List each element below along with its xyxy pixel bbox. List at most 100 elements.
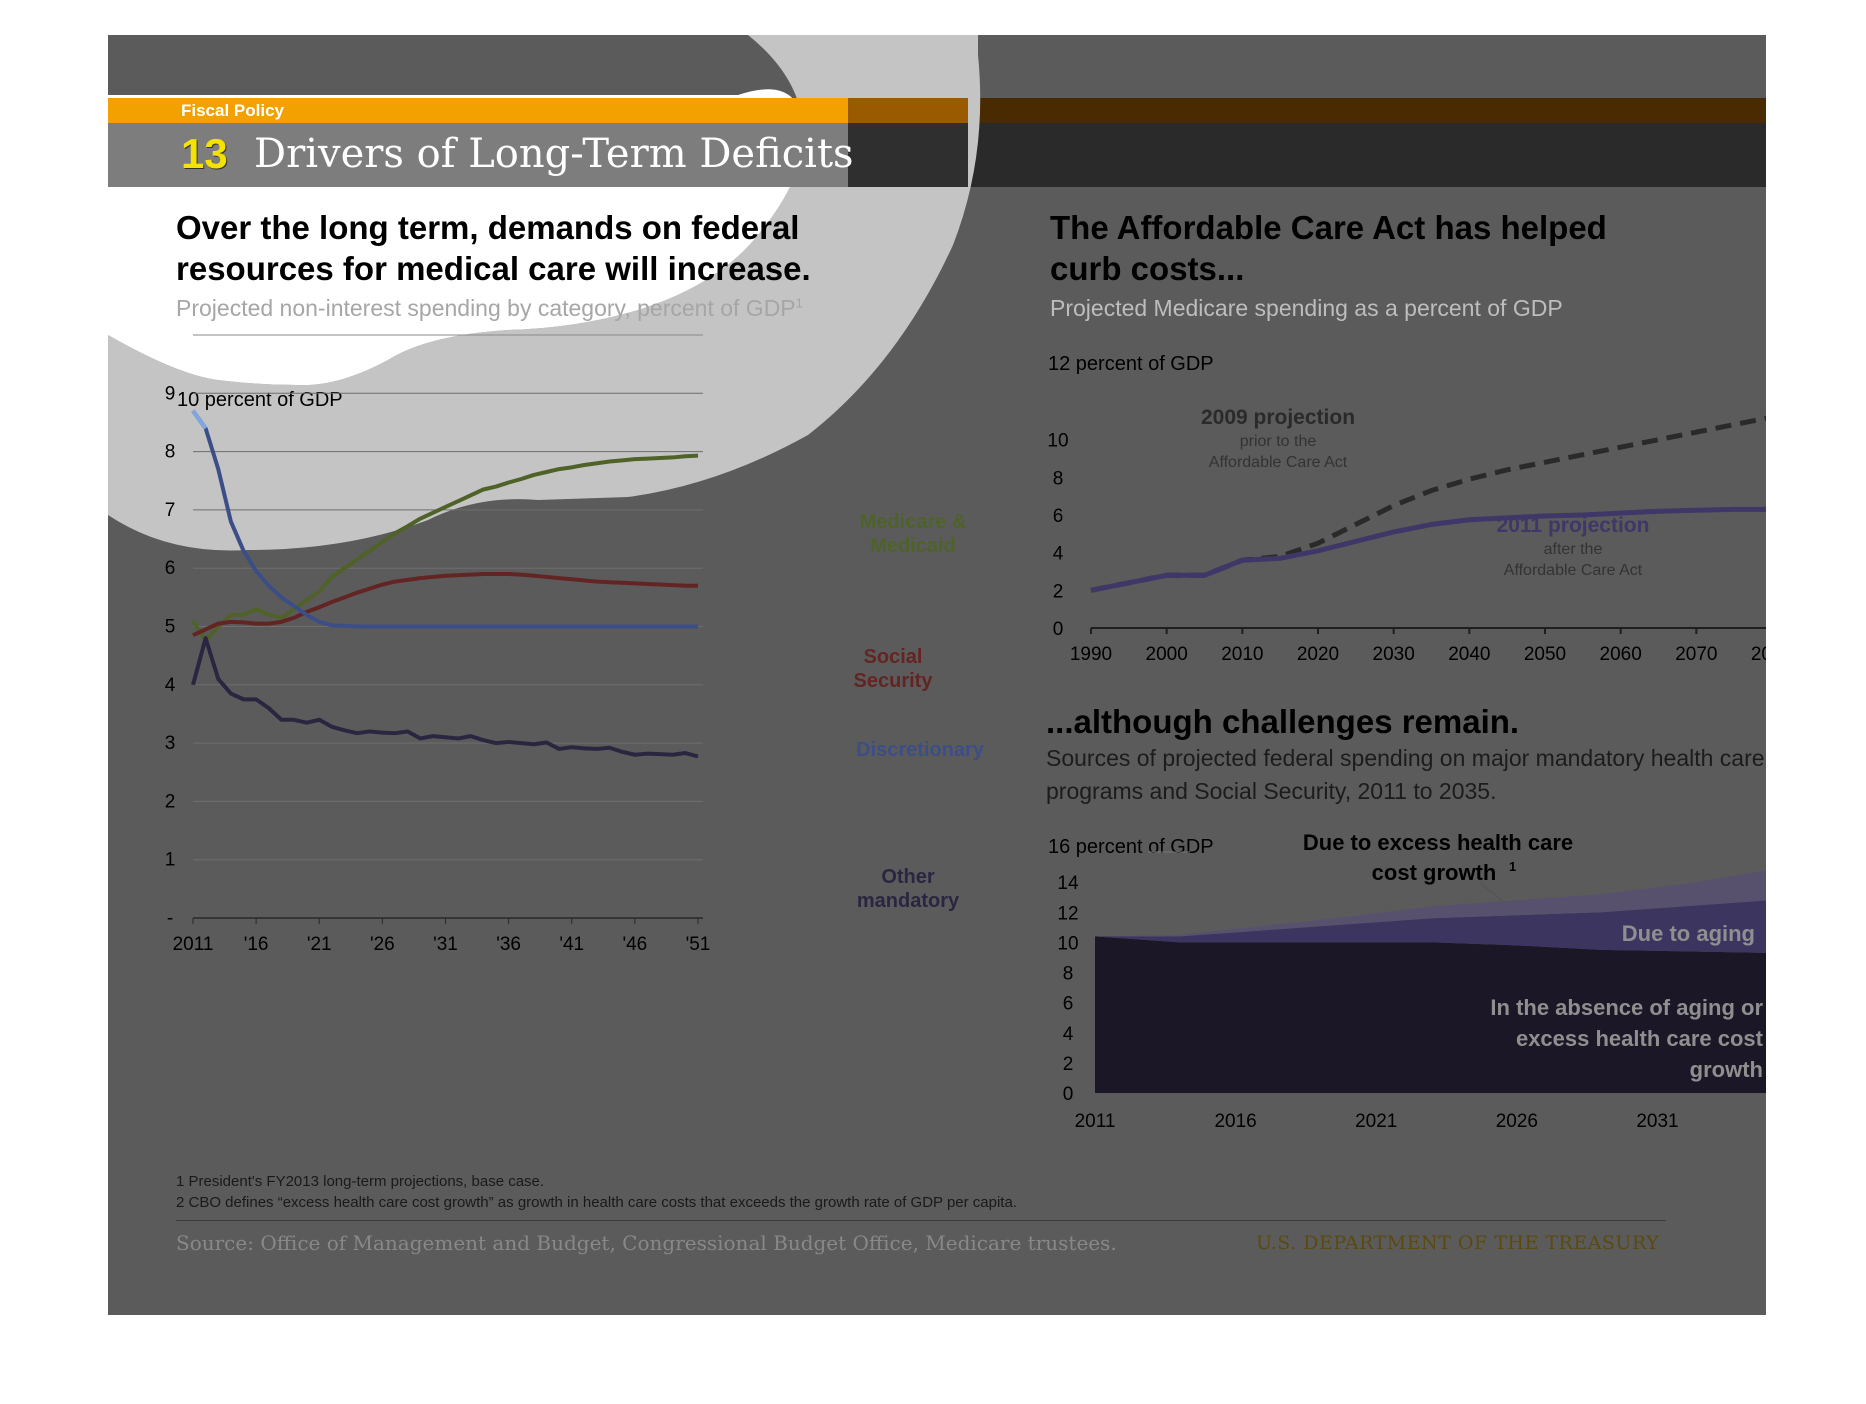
right-bottom-subhead: Sources of projected federal spending on… [1046, 742, 1765, 808]
slide: Fiscal Policy 13 Drivers of Long-Term De… [108, 35, 1766, 1315]
rt-x-tick-label: 2010 [1221, 644, 1263, 665]
right-top-chart: 12 percent of GDP 0 2 4 6 8 10 1990 2000 2010 2020… [1047, 353, 1766, 665]
title-band-shade [968, 123, 1766, 187]
left-x-tick-label: '26 [370, 934, 395, 955]
rb-y-axis-title: 16 percent of GDP [1048, 836, 1214, 858]
rt-y-tick-label: 10 [1047, 431, 1068, 452]
left-y-tick-label: 9 [165, 383, 176, 404]
rb-area-label-aging: Due to aging [1622, 921, 1755, 946]
footer-rule [176, 1220, 1666, 1221]
left-headline-line1: Over the long term, demands on federal [176, 209, 800, 246]
left-y-tick-label: 7 [165, 500, 176, 521]
left-headline: Over the long term, demands on federal r… [176, 207, 811, 289]
left-x-tick-label: '51 [686, 934, 711, 955]
rb-area-label-base: In the absence of aging or [1490, 995, 1763, 1020]
rt-series-sublabel: Affordable Care Act [1504, 562, 1643, 579]
right-bottom-subhead-line1: Sources of projected federal spending on… [1046, 745, 1765, 771]
footnote-1: 1 President's FY2013 long-term projectio… [176, 1173, 545, 1190]
rb-y-tick-label: 6 [1063, 994, 1074, 1015]
right-bottom-headline: ...although challenges remain. [1046, 703, 1520, 740]
left-series-label: Security [854, 670, 934, 692]
rt-series-sublabel: Affordable Care Act [1209, 454, 1348, 471]
left-x-tick-label: '16 [244, 934, 269, 955]
left-x-tick-label: '36 [496, 934, 521, 955]
rb-area-area_aging [1095, 900, 1766, 953]
left-series-label: Other [881, 866, 935, 888]
left-series-label: Medicaid [870, 535, 956, 557]
left-series-label: mandatory [857, 890, 960, 912]
left-subhead: Projected non-interest spending by categ… [176, 295, 803, 322]
left-y-tick-label: 1 [165, 850, 176, 871]
rb-area-label-excess: cost growth [1372, 860, 1497, 885]
left-series-line-medicare [191, 453, 699, 644]
left-series-label: Medicare & [860, 511, 967, 533]
right-top-headline: The Affordable Care Act has helped curb … [1050, 207, 1607, 289]
left-x-tick-label: '41 [559, 934, 584, 955]
rb-label-leader [1479, 882, 1504, 902]
category-band-shade [968, 98, 1766, 123]
rb-y-tick-label: 2 [1063, 1054, 1074, 1075]
right-top-headline-line2: curb costs... [1050, 250, 1245, 287]
rb-y-tick-label: 4 [1063, 1024, 1074, 1045]
slide-title: Drivers of Long-Term Deficits [254, 131, 854, 177]
rt-y-tick-label: 0 [1053, 619, 1064, 640]
rb-y-tick-label: 14 [1057, 873, 1079, 894]
left-chart: 10 percent of GDP - 1 2 3 4 5 6 7 8 9 2011 '16 '21 '26… [165, 334, 985, 955]
rb-y-tick-label: 10 [1057, 933, 1078, 954]
left-x-tick-label: '46 [622, 934, 647, 955]
slide-number: 13 [181, 130, 228, 177]
rt-x-tick-label: 2000 [1146, 644, 1188, 665]
left-y-tick-label: 3 [165, 733, 176, 754]
rt-series-sublabel: prior to the [1240, 433, 1317, 450]
right-top-subhead: Projected Medicare spending as a percent… [1050, 295, 1563, 321]
rt-x-tick-label: 2020 [1297, 644, 1339, 665]
rb-area-area_excess [1095, 870, 1766, 937]
left-subhead-text: Projected non-interest spending by categ… [176, 295, 796, 321]
left-x-tick-label: '31 [433, 934, 458, 955]
right-top-headline-line1: The Affordable Care Act has helped [1050, 209, 1607, 246]
left-y-tick-label: - [167, 908, 173, 929]
right-bottom-subhead-line2: programs and Social Security, 2011 to 20… [1046, 778, 1497, 804]
rb-x-tick-label: 2021 [1355, 1111, 1397, 1132]
left-series-line-social_security [192, 572, 698, 638]
rt-y-tick-label: 4 [1053, 544, 1064, 565]
rt-y-tick-label: 6 [1053, 506, 1064, 527]
rb-y-tick-label: 12 [1057, 903, 1078, 924]
rb-y-tick-label: 0 [1063, 1084, 1074, 1105]
left-y-tick-label: 5 [165, 617, 176, 638]
left-series-label: Discretionary [856, 739, 985, 761]
left-series-label: Social [864, 646, 923, 668]
rt-series-sublabel: after the [1544, 541, 1603, 558]
rt-series-label: 2009 projection [1201, 406, 1355, 429]
footnote-2: 2 CBO defines “excess health care cost g… [176, 1194, 1017, 1211]
rt-series-label: 2011 projection [1497, 514, 1650, 537]
agency-name: U.S. DEPARTMENT OF THE TREASURY [1256, 1232, 1660, 1254]
rt-y-tick-label: 8 [1053, 468, 1064, 489]
left-series-line-other_mandatory [191, 636, 699, 759]
left-x-tick-label: 2011 [173, 934, 214, 955]
source-note: Source: Office of Management and Budget,… [176, 1231, 1117, 1255]
rb-area-label-excess-footnote-mark: 1 [1509, 859, 1516, 874]
decorative-wedge [108, 35, 981, 551]
rb-x-tick-label: 2011 [1075, 1111, 1116, 1132]
rb-x-tick-label: 2026 [1496, 1111, 1538, 1132]
left-y-tick-label: 6 [165, 558, 176, 579]
rt-y-tick-label: 2 [1053, 581, 1064, 602]
left-x-tick-label: '21 [307, 934, 332, 955]
left-discretionary-highlight [191, 409, 208, 430]
rb-area-label-base: excess health care cost [1516, 1026, 1764, 1051]
rt-series-line-projection_2011 [1090, 506, 1766, 593]
left-y-tick-label: 4 [165, 675, 176, 696]
left-y-axis-title: 10 percent of GDP [177, 389, 343, 411]
right-bottom-chart: 16 percent of GDP 0 2 4 6 8 10 12 14 2011 2016 2021… [1048, 830, 1766, 1132]
rt-x-tick-label: 2050 [1524, 644, 1566, 665]
series-label: Fiscal Policy [181, 101, 284, 120]
rt-x-tick-label: 2030 [1373, 644, 1415, 665]
left-y-tick-label: 2 [165, 791, 176, 812]
rb-x-tick-label: 2031 [1636, 1111, 1678, 1132]
left-y-tick-label: 8 [165, 442, 176, 463]
rb-x-tick-label: 2016 [1214, 1111, 1256, 1132]
rb-area-label-base: growth [1690, 1057, 1763, 1082]
rb-y-tick-label: 8 [1063, 964, 1074, 985]
rt-x-tick-label: 2040 [1448, 644, 1490, 665]
